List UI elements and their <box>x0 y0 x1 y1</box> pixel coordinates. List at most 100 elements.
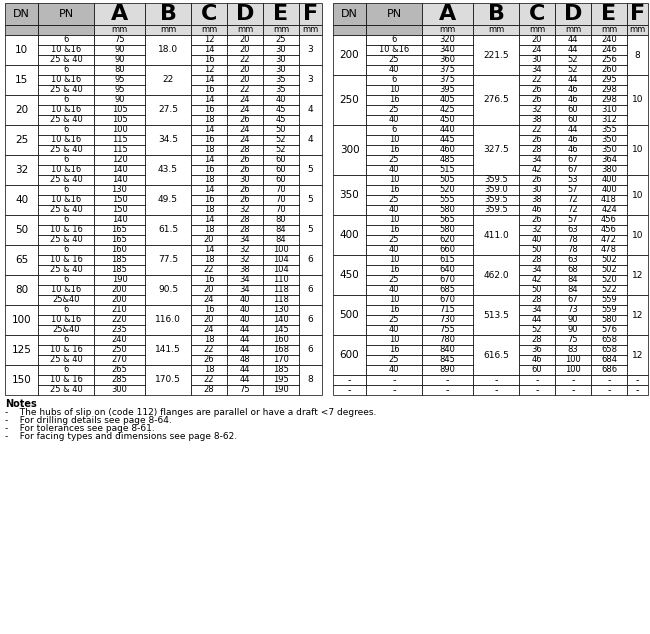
Bar <box>422 305 473 315</box>
Bar <box>38 245 94 255</box>
Text: 5: 5 <box>307 226 313 235</box>
Text: 18: 18 <box>203 335 214 344</box>
Bar <box>422 75 473 85</box>
Text: 14: 14 <box>203 155 214 164</box>
Text: 380: 380 <box>601 165 617 174</box>
Text: 10: 10 <box>632 190 644 200</box>
Text: 18: 18 <box>203 176 214 184</box>
Bar <box>263 135 299 145</box>
Bar <box>227 335 263 345</box>
Bar <box>227 205 263 215</box>
Text: 150: 150 <box>112 205 127 214</box>
Text: 840: 840 <box>439 346 456 354</box>
Bar <box>519 225 555 235</box>
Text: 4: 4 <box>307 105 313 115</box>
Text: 34.5: 34.5 <box>158 136 178 145</box>
Text: -: - <box>636 375 639 385</box>
Bar <box>263 155 299 165</box>
Bar <box>591 365 627 375</box>
Text: 118: 118 <box>273 285 289 295</box>
Text: 170: 170 <box>273 356 289 365</box>
Text: 78: 78 <box>567 245 578 254</box>
Text: 90: 90 <box>114 96 125 105</box>
Text: 755: 755 <box>439 325 456 335</box>
Bar <box>38 235 94 245</box>
Bar <box>422 295 473 305</box>
Bar <box>94 55 145 65</box>
Text: 6: 6 <box>391 126 396 134</box>
Bar <box>555 385 591 395</box>
Text: 10: 10 <box>389 86 399 94</box>
Text: 120: 120 <box>112 155 127 164</box>
Text: 185: 185 <box>112 266 127 275</box>
Bar <box>38 175 94 185</box>
Text: 26: 26 <box>240 165 250 174</box>
Text: 44: 44 <box>567 36 578 44</box>
Text: 14: 14 <box>203 96 214 105</box>
Text: 3: 3 <box>307 46 313 55</box>
Bar <box>591 125 627 135</box>
Text: 715: 715 <box>439 306 456 314</box>
Bar <box>227 275 263 285</box>
Bar <box>94 295 145 305</box>
Bar <box>333 125 366 175</box>
Bar <box>38 105 94 115</box>
Bar <box>94 65 145 75</box>
Text: 18.0: 18.0 <box>158 46 178 55</box>
Text: 660: 660 <box>439 245 456 254</box>
Bar <box>519 25 555 35</box>
Bar <box>555 95 591 105</box>
Text: 375: 375 <box>439 75 456 84</box>
Bar <box>366 265 422 275</box>
Text: -    For drilling details see page 8-64.: - For drilling details see page 8-64. <box>5 416 172 425</box>
Bar <box>227 115 263 125</box>
Bar <box>366 135 422 145</box>
Bar <box>519 55 555 65</box>
Bar <box>422 215 473 225</box>
Text: 42: 42 <box>532 276 542 285</box>
Text: 34: 34 <box>532 266 542 275</box>
Bar <box>145 185 191 215</box>
Bar <box>366 305 422 315</box>
Bar <box>263 235 299 245</box>
Bar <box>519 265 555 275</box>
Bar <box>191 135 227 145</box>
Text: 170.5: 170.5 <box>155 375 181 384</box>
Text: 104: 104 <box>273 256 289 264</box>
Text: 24: 24 <box>240 126 250 134</box>
Bar <box>473 215 519 255</box>
Bar <box>94 375 145 385</box>
Bar <box>422 365 473 375</box>
Text: 24: 24 <box>240 105 250 115</box>
Bar <box>555 225 591 235</box>
Bar <box>38 35 94 45</box>
Text: 61.5: 61.5 <box>158 226 178 235</box>
Bar <box>299 95 322 125</box>
Bar <box>38 275 94 285</box>
Bar <box>145 35 191 65</box>
Text: 513.5: 513.5 <box>483 311 509 320</box>
Text: 10 &16: 10 &16 <box>51 46 81 55</box>
Bar <box>191 325 227 335</box>
Bar <box>555 325 591 335</box>
Text: 52: 52 <box>567 65 578 75</box>
Bar <box>191 165 227 175</box>
Text: 350: 350 <box>601 136 617 145</box>
Bar <box>555 85 591 95</box>
Bar <box>263 215 299 225</box>
Bar <box>519 355 555 365</box>
Text: 160: 160 <box>273 335 289 344</box>
Text: 26: 26 <box>203 356 214 365</box>
Text: 5: 5 <box>307 195 313 205</box>
Bar <box>591 225 627 235</box>
Text: 40: 40 <box>532 235 542 245</box>
Text: 16: 16 <box>203 136 214 145</box>
Text: 60: 60 <box>276 155 286 164</box>
Bar <box>191 335 227 345</box>
Bar <box>519 125 555 135</box>
Bar <box>94 305 145 315</box>
Bar <box>333 75 366 125</box>
Bar <box>263 45 299 55</box>
Bar <box>5 185 38 215</box>
Text: 25: 25 <box>389 276 399 285</box>
